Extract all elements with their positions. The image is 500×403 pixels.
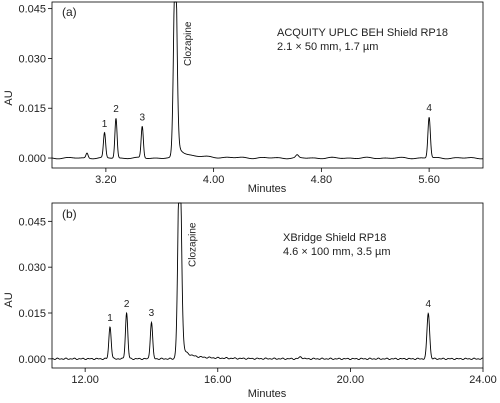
- y-tick-label: 0.000: [18, 354, 46, 366]
- panel-a-column-dims: 2.1 × 50 mm, 1.7 µm: [277, 41, 378, 53]
- y-tick-label: 0.030: [18, 53, 46, 65]
- panel-a-label: (a): [62, 5, 77, 19]
- peak-label-clozapine: Clozapine: [183, 21, 194, 66]
- panel-b-label: (b): [62, 207, 77, 221]
- peak-label: 3: [149, 308, 155, 319]
- panel-b-trace: [51, 202, 484, 361]
- panel-b-ylabel: AU: [3, 292, 15, 307]
- panel-b-yticks: 0.000 0.015 0.030 0.045: [18, 216, 52, 366]
- x-tick-label: 16.00: [204, 374, 232, 386]
- y-tick-label: 0.015: [18, 308, 46, 320]
- x-tick-label: 20.00: [337, 374, 365, 386]
- panel-a-column-name: ACQUITY UPLC BEH Shield RP18: [277, 27, 448, 39]
- y-tick-label: 0.045: [18, 216, 46, 228]
- y-tick-label: 0.000: [18, 153, 46, 165]
- peak-label: 1: [102, 119, 108, 130]
- panel-a-xlabel: Minutes: [248, 183, 287, 195]
- panel-b-peak-labels: 12 3 Clozapine 4: [107, 222, 431, 324]
- peak-label: 4: [426, 299, 432, 310]
- panel-b-column-dims: 4.6 × 100 mm, 3.5 µm: [283, 246, 391, 258]
- panel-a-frame: [51, 1, 484, 169]
- panel-b-xticks: 12.00 16.00 20.00 24.00: [71, 368, 497, 386]
- peak-label-clozapine: Clozapine: [188, 222, 199, 267]
- peak-label: 4: [426, 103, 432, 114]
- x-tick-label: 4.00: [203, 174, 224, 186]
- y-tick-label: 0.030: [18, 262, 46, 274]
- panel-b: 0.000 0.015 0.030 0.045 12.00 16.00 20.00 24.0…: [3, 202, 497, 400]
- panel-a-ylabel: AU: [3, 90, 15, 105]
- peak-label: 3: [139, 113, 145, 124]
- panel-a-trace: [51, 1, 484, 160]
- panel-b-column-name: XBridge Shield RP18: [283, 232, 386, 244]
- x-tick-label: 3.20: [95, 174, 116, 186]
- x-tick-label: 5.60: [418, 174, 439, 186]
- panel-a-yticks: 0.000 0.015 0.030 0.045: [18, 4, 52, 165]
- peak-label: 2: [124, 299, 130, 310]
- peak-label: 2: [113, 104, 119, 115]
- panel-b-frame: [51, 202, 484, 369]
- y-tick-label: 0.045: [18, 4, 46, 16]
- panel-a-xticks: 3.20 4.00 4.80 5.60: [95, 168, 440, 186]
- peak-label: 1: [107, 313, 113, 324]
- y-tick-label: 0.015: [18, 103, 46, 115]
- x-tick-label: 24.00: [469, 374, 497, 386]
- panel-b-xlabel: Minutes: [248, 388, 287, 400]
- x-tick-label: 4.80: [311, 174, 332, 186]
- x-tick-label: 12.00: [71, 374, 99, 386]
- panel-a-peak-labels: 12 3 Clozapine 4: [102, 21, 433, 130]
